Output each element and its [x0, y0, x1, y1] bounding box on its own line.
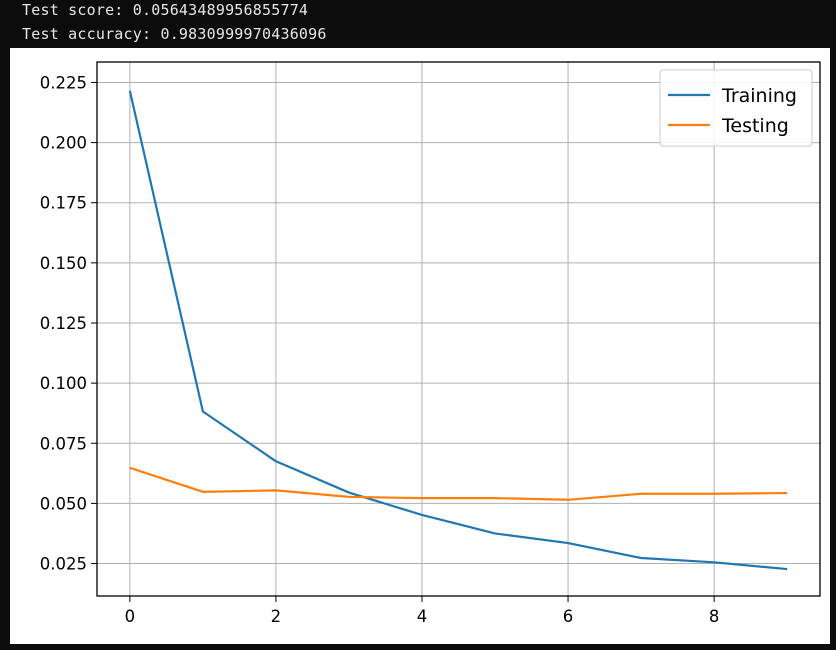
legend-label-training: Training	[721, 85, 797, 107]
y-tick-label: 0.125	[40, 314, 87, 333]
axis-ticks: 0 2 4 6 8 0.025 0.050 0.075 0.100 0.125 0.150 0.175…	[40, 73, 720, 626]
y-tick-label: 0.175	[40, 194, 87, 213]
y-tick-label: 0.225	[40, 73, 87, 92]
series-lines	[128, 90, 788, 571]
series-line-testing	[129, 466, 788, 501]
series-line-training	[128, 90, 788, 571]
line-chart: 0 2 4 6 8 0.025 0.050 0.075 0.100 0.125 0.150 0.175…	[40, 61, 821, 626]
x-tick-label: 4	[417, 607, 428, 626]
legend-label-testing: Testing	[721, 115, 789, 137]
console-output: Test score: 0.05643489956855774 Test acc…	[0, 0, 836, 48]
legend: Training Testing	[659, 69, 813, 147]
chart-figure: 0 2 4 6 8 0.025 0.050 0.075 0.100 0.125 0.150 0.175…	[10, 48, 830, 644]
test-score-line: Test score: 0.05643489956855774	[22, 1, 309, 19]
x-tick-label: 2	[271, 607, 282, 626]
y-tick-label: 0.075	[40, 434, 87, 453]
y-tick-label: 0.200	[40, 134, 87, 153]
y-tick-label: 0.050	[40, 494, 87, 513]
x-tick-label: 0	[125, 607, 136, 626]
y-tick-label: 0.150	[40, 254, 87, 273]
y-tick-label: 0.100	[40, 374, 87, 393]
axes-frame	[96, 61, 821, 597]
x-tick-label: 8	[709, 607, 720, 626]
legend-box	[659, 69, 813, 147]
y-tick-label: 0.025	[40, 555, 87, 574]
test-accuracy-line: Test accuracy: 0.9830999970436096	[22, 25, 327, 43]
x-tick-label: 6	[563, 607, 574, 626]
